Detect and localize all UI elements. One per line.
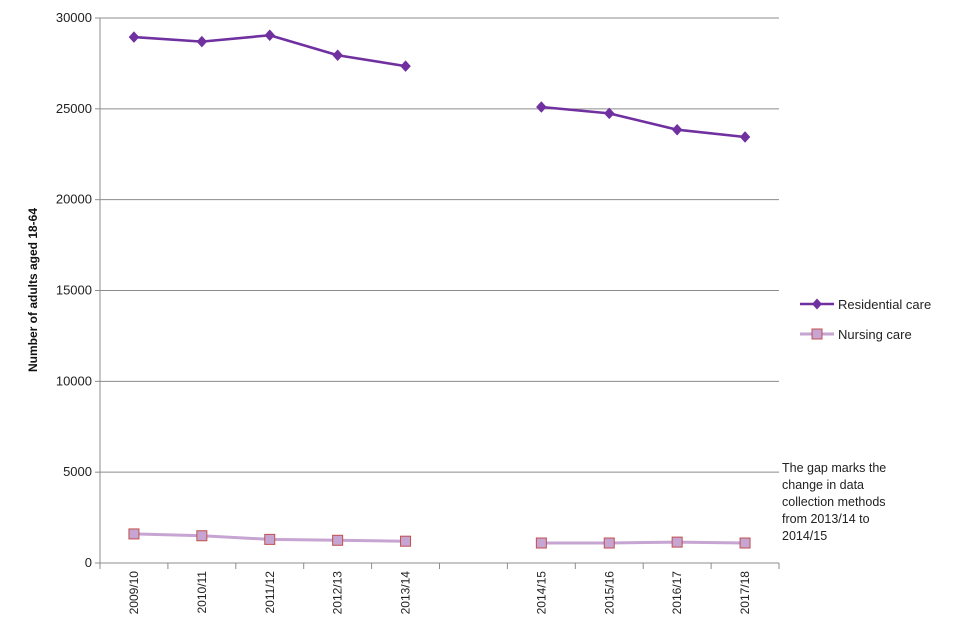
data-point [739, 537, 751, 549]
data-point [671, 123, 683, 136]
data-point [671, 536, 683, 548]
x-tick-labels: 2009/10 2010/11 2011/12 2012/13 2013/14 2014/… [127, 571, 752, 615]
y-tick-label: 20000 [56, 192, 92, 207]
data-point [535, 537, 547, 549]
data-point [196, 35, 208, 48]
legend-label: Nursing care [838, 327, 912, 342]
series-line [541, 540, 746, 545]
x-tick-label: 2010/11 [195, 571, 209, 614]
legend-marker [811, 328, 823, 340]
y-tick-label: 10000 [56, 373, 92, 388]
axes [95, 17, 780, 569]
gridlines [100, 17, 779, 473]
data-point [332, 534, 344, 546]
data-point [332, 49, 343, 62]
annotation-line: The gap marks the [782, 461, 886, 475]
x-tick-label: 2014/15 [534, 571, 548, 615]
x-tick-label: 2015/16 [602, 571, 616, 615]
legend: Residential care Nursing care [800, 297, 931, 342]
x-tick-label: 2011/12 [263, 571, 277, 614]
x-tick-label: 2013/14 [399, 571, 413, 615]
annotation-line: change in data [782, 478, 864, 492]
annotation-line: 2014/15 [782, 529, 827, 543]
series-line [541, 105, 746, 139]
y-tick-label: 30000 [56, 10, 92, 25]
data-point [400, 535, 412, 547]
y-tick-label: 0 [85, 555, 92, 570]
y-tick-label: 15000 [56, 283, 92, 298]
data-point [536, 101, 547, 113]
data-point [128, 528, 140, 540]
series-nursing-care [128, 528, 751, 549]
annotation: The gap marks the change in data collectio… [782, 461, 886, 543]
y-axis-label: Number of adults aged 18-64 [26, 208, 40, 372]
y-tick-label: 5000 [63, 464, 92, 479]
data-point [128, 31, 140, 43]
data-point [196, 530, 208, 542]
legend-entry: Residential care [800, 297, 931, 312]
data-point [603, 537, 615, 549]
y-tick-label: 25000 [56, 101, 92, 116]
series-residential-care [128, 29, 751, 143]
legend-entry: Nursing care [800, 327, 912, 342]
annotation-line: collection methods [782, 495, 886, 509]
annotation-line: from 2013/14 to [782, 512, 870, 526]
x-tick-label: 2012/13 [331, 571, 345, 615]
legend-marker [812, 298, 822, 310]
y-tick-labels: 0 5000 10000 15000 20000 25000 30000 [56, 10, 92, 570]
x-tick-label: 2009/10 [127, 571, 141, 615]
legend-label: Residential care [838, 297, 931, 312]
data-point [264, 533, 276, 545]
data-point [400, 60, 411, 73]
data-point [264, 29, 276, 42]
x-tick-label: 2016/17 [670, 571, 684, 615]
series [128, 29, 751, 549]
x-tick-label: 2017/18 [738, 571, 752, 615]
data-point [603, 107, 615, 120]
data-point [739, 131, 751, 143]
